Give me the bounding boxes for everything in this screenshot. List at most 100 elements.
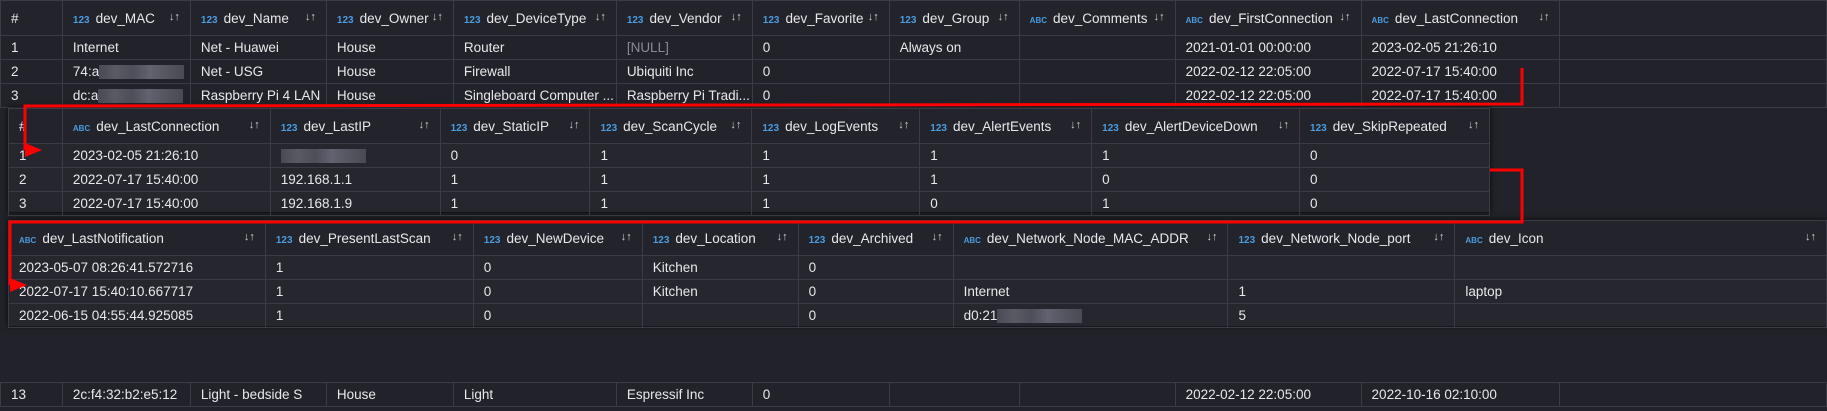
table-cell[interactable]: Kitchen	[641, 279, 799, 304]
table-cell[interactable]: 2022-10-16 02:10:00	[1360, 382, 1561, 407]
table-cell[interactable]: 0	[797, 255, 954, 280]
column-header-dev-icon[interactable]: ABC dev_Icon ↓↑	[1454, 220, 1827, 256]
sort-arrows-icon[interactable]: ↓↑	[418, 119, 430, 131]
sort-arrows-icon[interactable]: ↓↑	[1433, 231, 1445, 243]
table-cell[interactable]: 0	[797, 303, 954, 328]
table-row[interactable]: 2023-05-07 08:26:41.572716 1 0 Kitchen 0	[8, 255, 1827, 280]
column-header-dev-group[interactable]: 123 dev_Group ↓↑	[888, 0, 1020, 36]
table-cell[interactable]	[1018, 83, 1176, 108]
table-cell[interactable]: 0	[751, 35, 890, 60]
table-cell[interactable]	[952, 255, 1229, 280]
column-header-dev-logevents[interactable]: 123 dev_LogEvents ↓↑	[751, 108, 921, 144]
table-cell[interactable]: 5	[1227, 303, 1456, 328]
column-header-empty[interactable]	[1559, 0, 1827, 36]
sort-arrows-icon[interactable]: ↓↑	[594, 11, 606, 23]
table-cell[interactable]: 2023-02-05 21:26:10	[1360, 35, 1561, 60]
table-cell[interactable]: Ubiquiti Inc	[615, 59, 753, 84]
table-cell[interactable]: 74:a	[61, 59, 191, 84]
table-cell[interactable]: 0	[1091, 167, 1301, 192]
table-cell[interactable]	[1559, 382, 1827, 407]
table-cell[interactable]: 1	[439, 167, 591, 192]
sort-arrows-icon[interactable]: ↓↑	[243, 231, 255, 243]
table-cell[interactable]: 1	[751, 143, 921, 168]
table-cell[interactable]: 0	[797, 279, 954, 304]
sort-arrows-icon[interactable]: ↓↑	[1206, 231, 1218, 243]
table-row[interactable]: 13 2c:f4:32:b2:e5:12 Light - bedside S Hous…	[0, 382, 1827, 407]
table-cell[interactable]: Light - bedside S	[189, 382, 327, 407]
column-header-dev-archived[interactable]: 123 dev_Archived ↓↑	[797, 220, 954, 256]
table-cell[interactable]	[1018, 35, 1176, 60]
table-cell[interactable]: 1	[751, 167, 921, 192]
table-cell[interactable]: Internet	[952, 279, 1229, 304]
table-cell[interactable]: 1	[589, 167, 753, 192]
table-cell[interactable]: 1	[751, 191, 921, 216]
sort-arrows-icon[interactable]: ↓↑	[931, 231, 943, 243]
sort-arrows-icon[interactable]: ↓↑	[1278, 119, 1290, 131]
table-cell[interactable]: 13	[0, 382, 63, 407]
table-cell[interactable]	[1454, 255, 1827, 280]
table-cell[interactable]	[888, 59, 1020, 84]
column-header-dev-owner[interactable]: 123 dev_Owner ↓↑	[325, 0, 454, 36]
table-cell[interactable]: 2022-02-12 22:05:00	[1174, 59, 1362, 84]
table-cell[interactable]: 2	[8, 167, 63, 192]
column-header-dev-location[interactable]: 123 dev_Location ↓↑	[641, 220, 799, 256]
table-cell[interactable]: House	[325, 59, 454, 84]
column-header-dev-lastnotification[interactable]: ABC dev_LastNotification ↓↑	[8, 220, 266, 256]
table-cell[interactable]: 1	[589, 143, 753, 168]
table-cell[interactable]: 1	[264, 279, 474, 304]
table-cell[interactable]: 1	[264, 255, 474, 280]
column-header-dev-alertevents[interactable]: 123 dev_AlertEvents ↓↑	[919, 108, 1093, 144]
table-cell[interactable]: 2021-01-01 00:00:00	[1174, 35, 1362, 60]
table-cell[interactable]: Internet	[61, 35, 191, 60]
table-cell[interactable]: 2	[0, 59, 63, 84]
sort-arrows-icon[interactable]: ↓↑	[867, 11, 879, 23]
table-cell[interactable]: Raspberry Pi Tradi...	[615, 83, 753, 108]
table-row[interactable]: 2 2022-07-17 15:40:00 192.168.1.1 1 1 1 1 0 0	[8, 167, 1490, 192]
table-cell[interactable]	[641, 303, 799, 328]
table-row[interactable]: 1 Internet Net - Huawei House Router [NULL] 0 A…	[0, 35, 1827, 60]
column-header-dev-scancycle[interactable]: 123 dev_ScanCycle ↓↑	[589, 108, 753, 144]
table-cell[interactable]: Net - USG	[189, 59, 327, 84]
column-header-dev-firstconnection[interactable]: ABC dev_FirstConnection ↓↑	[1174, 0, 1362, 36]
table-cell[interactable]: 2022-07-17 15:40:00	[1360, 59, 1561, 84]
table-cell[interactable]: laptop	[1454, 279, 1827, 304]
table-cell[interactable]: 2022-02-12 22:05:00	[1174, 83, 1362, 108]
table-cell[interactable]: 1	[439, 191, 591, 216]
sort-arrows-icon[interactable]: ↓↑	[568, 119, 580, 131]
column-header-dev-alertdevicedown[interactable]: 123 dev_AlertDeviceDown ↓↑	[1091, 108, 1301, 144]
table-cell[interactable]: d0:21	[952, 303, 1229, 328]
table-cell[interactable]: 2023-02-05 21:26:10	[61, 143, 271, 168]
column-header-dev-presentlastscan[interactable]: 123 dev_PresentLastScan ↓↑	[264, 220, 474, 256]
sort-arrows-icon[interactable]: ↓↑	[304, 11, 316, 23]
table-cell[interactable]: 0	[439, 143, 591, 168]
table-cell[interactable]: 2022-07-17 15:40:00	[61, 167, 271, 192]
table-cell[interactable]	[888, 382, 1020, 407]
sort-arrows-icon[interactable]: ↓↑	[997, 11, 1009, 23]
sort-arrows-icon[interactable]: ↓↑	[168, 11, 180, 23]
table-cell[interactable]	[1559, 83, 1827, 108]
table-cell[interactable]	[1018, 59, 1176, 84]
table-cell[interactable]: 2022-06-15 04:55:44.925085	[8, 303, 266, 328]
sort-arrows-icon[interactable]: ↓↑	[1468, 119, 1479, 131]
column-header-row-number[interactable]: #	[0, 0, 63, 36]
table-cell[interactable]	[888, 83, 1020, 108]
column-header-dev-favorite[interactable]: 123 dev_Favorite ↓↑	[751, 0, 890, 36]
table-cell[interactable]: [NULL]	[615, 35, 753, 60]
sort-arrows-icon[interactable]: ↓↑	[1805, 231, 1816, 243]
table-cell[interactable]: 1	[919, 143, 1093, 168]
table-cell[interactable]: 0	[472, 279, 643, 304]
table-cell[interactable]: 1	[264, 303, 474, 328]
table-cell[interactable]: Raspberry Pi 4 LAN	[189, 83, 327, 108]
table-cell[interactable]: Kitchen	[641, 255, 799, 280]
table-cell[interactable]	[269, 143, 441, 168]
sort-arrows-icon[interactable]: ↓↑	[730, 119, 742, 131]
sort-arrows-icon[interactable]: ↓↑	[730, 11, 742, 23]
table-row[interactable]: 2022-07-17 15:40:10.667717 1 0 Kitchen 0 Inte…	[8, 279, 1827, 304]
column-header-row-number[interactable]: #	[8, 108, 63, 144]
table-cell[interactable]: Net - Huawei	[189, 35, 327, 60]
table-cell[interactable]: 2022-02-12 22:05:00	[1174, 382, 1362, 407]
table-cell[interactable]: 0	[1299, 143, 1490, 168]
table-cell[interactable]: 2023-05-07 08:26:41.572716	[8, 255, 266, 280]
column-header-dev-name[interactable]: 123 dev_Name ↓↑	[189, 0, 327, 36]
table-cell[interactable]: 1	[1227, 279, 1456, 304]
